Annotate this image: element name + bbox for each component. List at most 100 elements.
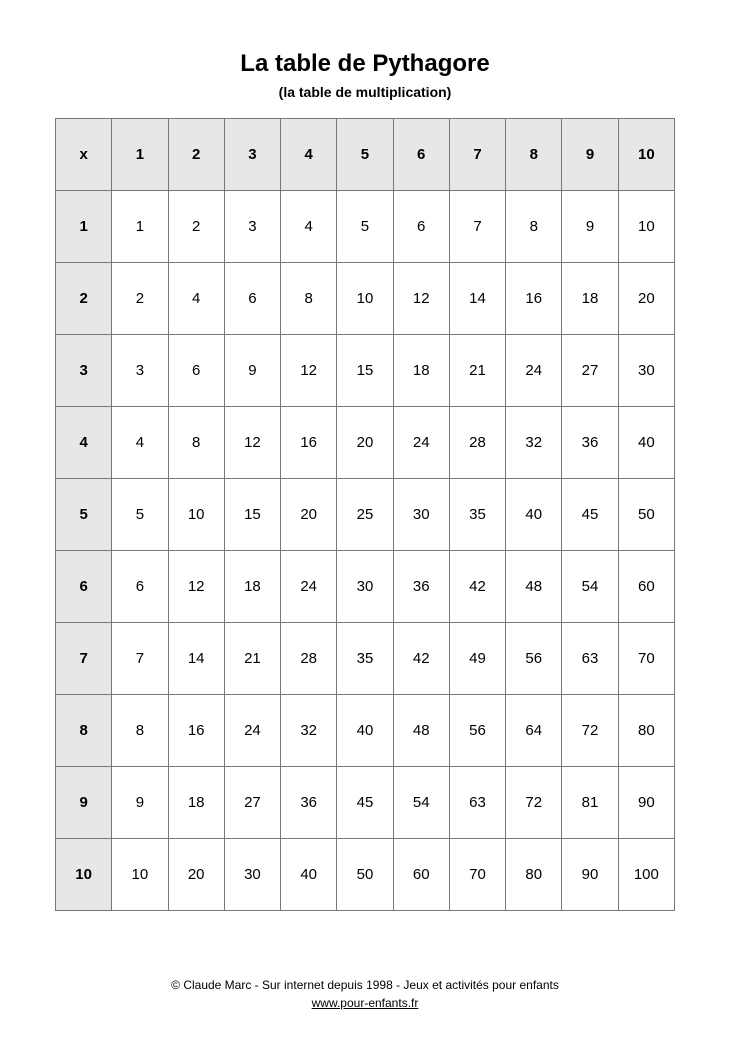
table-cell: 63 (562, 623, 618, 695)
table-cell: 2 (112, 263, 168, 335)
table-cell: 2 (168, 191, 224, 263)
table-cell: 81 (562, 767, 618, 839)
table-cell: 32 (281, 695, 337, 767)
table-cell: 40 (281, 839, 337, 911)
table-row: 4 4 8 12 16 20 24 28 32 36 40 (56, 407, 675, 479)
table-cell: 30 (393, 479, 449, 551)
table-cell: 7 (112, 623, 168, 695)
table-cell: 4 (112, 407, 168, 479)
table-col-header: 10 (618, 119, 674, 191)
table-row: 3 3 6 9 12 15 18 21 24 27 30 (56, 335, 675, 407)
table-cell: 50 (618, 479, 674, 551)
table-cell: 100 (618, 839, 674, 911)
table-col-header: 7 (449, 119, 505, 191)
table-cell: 36 (562, 407, 618, 479)
table-cell: 18 (393, 335, 449, 407)
table-cell: 25 (337, 479, 393, 551)
table-cell: 30 (337, 551, 393, 623)
table-cell: 27 (224, 767, 280, 839)
table-cell: 24 (224, 695, 280, 767)
table-cell: 36 (281, 767, 337, 839)
table-cell: 4 (168, 263, 224, 335)
table-row: 8 8 16 24 32 40 48 56 64 72 80 (56, 695, 675, 767)
table-row: 7 7 14 21 28 35 42 49 56 63 70 (56, 623, 675, 695)
table-cell: 80 (506, 839, 562, 911)
document-page: La table de Pythagore (la table de multi… (0, 0, 730, 1042)
table-col-header: 4 (281, 119, 337, 191)
table-cell: 28 (281, 623, 337, 695)
table-cell: 56 (449, 695, 505, 767)
table-cell: 28 (449, 407, 505, 479)
table-cell: 21 (449, 335, 505, 407)
footer-link[interactable]: www.pour-enfants.fr (312, 996, 419, 1010)
table-cell: 70 (449, 839, 505, 911)
table-cell: 15 (337, 335, 393, 407)
table-cell: 90 (562, 839, 618, 911)
table-row-header: 7 (56, 623, 112, 695)
table-cell: 4 (281, 191, 337, 263)
table-cell: 40 (337, 695, 393, 767)
table-cell: 70 (618, 623, 674, 695)
table-cell: 18 (224, 551, 280, 623)
table-cell: 10 (112, 839, 168, 911)
table-cell: 42 (449, 551, 505, 623)
table-row-header: 10 (56, 839, 112, 911)
table-cell: 5 (337, 191, 393, 263)
table-cell: 7 (449, 191, 505, 263)
table-cell: 54 (393, 767, 449, 839)
table-cell: 20 (168, 839, 224, 911)
table-cell: 18 (562, 263, 618, 335)
table-cell: 5 (112, 479, 168, 551)
table-col-header: 9 (562, 119, 618, 191)
table-col-header: 2 (168, 119, 224, 191)
table-cell: 10 (337, 263, 393, 335)
table-cell: 35 (337, 623, 393, 695)
table-row-header: 8 (56, 695, 112, 767)
table-cell: 18 (168, 767, 224, 839)
table-cell: 6 (224, 263, 280, 335)
table-cell: 24 (393, 407, 449, 479)
table-cell: 42 (393, 623, 449, 695)
table-cell: 12 (393, 263, 449, 335)
table-cell: 16 (506, 263, 562, 335)
table-col-header: 8 (506, 119, 562, 191)
table-cell: 1 (112, 191, 168, 263)
page-title: La table de Pythagore (55, 50, 675, 78)
table-cell: 27 (562, 335, 618, 407)
table-cell: 60 (618, 551, 674, 623)
table-cell: 30 (618, 335, 674, 407)
table-row-header: 6 (56, 551, 112, 623)
table-cell: 40 (506, 479, 562, 551)
table-row: 10 10 20 30 40 50 60 70 80 90 100 (56, 839, 675, 911)
table-cell: 6 (168, 335, 224, 407)
table-cell: 32 (506, 407, 562, 479)
table-col-header: 5 (337, 119, 393, 191)
table-cell: 20 (337, 407, 393, 479)
table-corner-cell: x (56, 119, 112, 191)
table-row: 2 2 4 6 8 10 12 14 16 18 20 (56, 263, 675, 335)
table-cell: 9 (112, 767, 168, 839)
table-cell: 8 (506, 191, 562, 263)
table-col-header: 6 (393, 119, 449, 191)
table-cell: 20 (281, 479, 337, 551)
table-cell: 12 (168, 551, 224, 623)
table-row-header: 3 (56, 335, 112, 407)
table-cell: 35 (449, 479, 505, 551)
table-cell: 6 (112, 551, 168, 623)
table-cell: 45 (562, 479, 618, 551)
table-cell: 12 (224, 407, 280, 479)
footer: © Claude Marc - Sur internet depuis 1998… (55, 976, 675, 1012)
table-cell: 24 (506, 335, 562, 407)
table-cell: 15 (224, 479, 280, 551)
table-row: 9 9 18 27 36 45 54 63 72 81 90 (56, 767, 675, 839)
table-cell: 90 (618, 767, 674, 839)
table-cell: 8 (281, 263, 337, 335)
table-cell: 10 (168, 479, 224, 551)
table-cell: 14 (449, 263, 505, 335)
table-row: 1 1 2 3 4 5 6 7 8 9 10 (56, 191, 675, 263)
table-cell: 48 (393, 695, 449, 767)
table-row-header: 1 (56, 191, 112, 263)
table-cell: 54 (562, 551, 618, 623)
table-cell: 20 (618, 263, 674, 335)
table-col-header: 1 (112, 119, 168, 191)
